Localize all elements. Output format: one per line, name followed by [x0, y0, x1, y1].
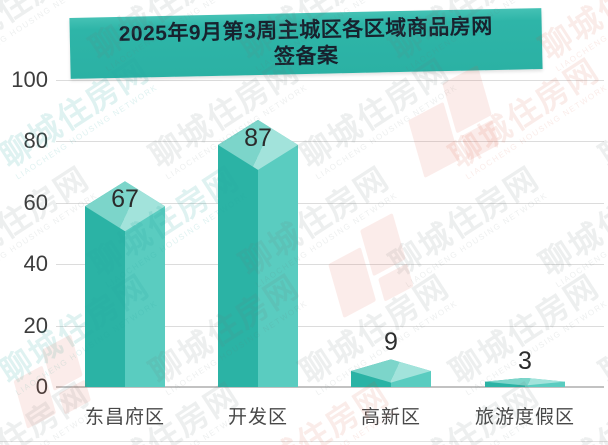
chart-title: 2025年9月第3周主城区各区域商品房网 签备案 — [69, 8, 542, 75]
bar-value-label: 87 — [244, 123, 272, 152]
gridline — [56, 202, 604, 204]
bar-top-face — [485, 377, 565, 386]
y-tick-label: 60 — [23, 189, 48, 215]
watermark-cn: 聊城住房网 — [383, 159, 546, 283]
watermark-cn: 聊城住房网 — [593, 267, 608, 391]
bottom-divider — [0, 441, 608, 442]
gridline — [56, 80, 604, 81]
bar-column — [485, 377, 565, 387]
chart-title-line2: 签备案 — [273, 44, 339, 69]
y-tick-label: 40 — [23, 251, 48, 277]
watermark-cn: 聊城住房网 — [533, 159, 608, 283]
bar-column — [218, 119, 298, 387]
watermark-en: LIAOCHENG HOUSING NETWORK — [554, 0, 608, 74]
category-label: 高新区 — [360, 407, 421, 428]
watermark-logo-block — [328, 247, 377, 319]
y-tick-label: 0 — [35, 374, 48, 399]
bar-value-label: 9 — [384, 328, 398, 357]
bar-value-label: 67 — [111, 185, 139, 214]
x-axis-line — [56, 386, 604, 388]
y-tick-label: 20 — [23, 312, 48, 338]
category-label: 旅游度假区 — [474, 407, 575, 428]
watermark-logo-block — [461, 119, 500, 161]
gridline — [56, 141, 604, 143]
y-tick-label: 80 — [23, 128, 48, 154]
watermark-logo-block — [408, 101, 460, 179]
watermark-en: LIAOCHENG HOUSING NETWORK — [314, 82, 460, 182]
watermark-logo-block — [360, 212, 406, 277]
watermark-en: LIAOCHENG HOUSING NETWORK — [404, 190, 550, 290]
watermark-en: LIAOCHENG HOUSING NETWORK — [554, 191, 608, 290]
watermark-logo-block — [378, 263, 414, 302]
category-label: 东昌府区 — [84, 407, 165, 428]
y-tick-label: 100 — [11, 67, 48, 92]
watermark-en: LIAOCHENG HOUSING NETWORK — [464, 82, 608, 182]
watermark-logo-icon — [400, 65, 506, 179]
bar-top-face — [351, 359, 431, 383]
watermark-logo-block — [42, 334, 84, 392]
bar-value-label: 3 — [518, 346, 532, 375]
gridline — [56, 325, 604, 327]
category-label: 开发区 — [227, 407, 288, 428]
watermark-logo-block — [442, 65, 492, 134]
bar-column — [351, 359, 431, 387]
chart-title-line1: 2025年9月第3周主城区各区域商品房网 — [118, 15, 493, 46]
gridline — [56, 264, 604, 266]
watermark-cn: 聊城住房网 — [593, 51, 608, 175]
chart-title-banner: 2025年9月第3周主城区各区域商品房网 签备案 — [69, 8, 543, 79]
